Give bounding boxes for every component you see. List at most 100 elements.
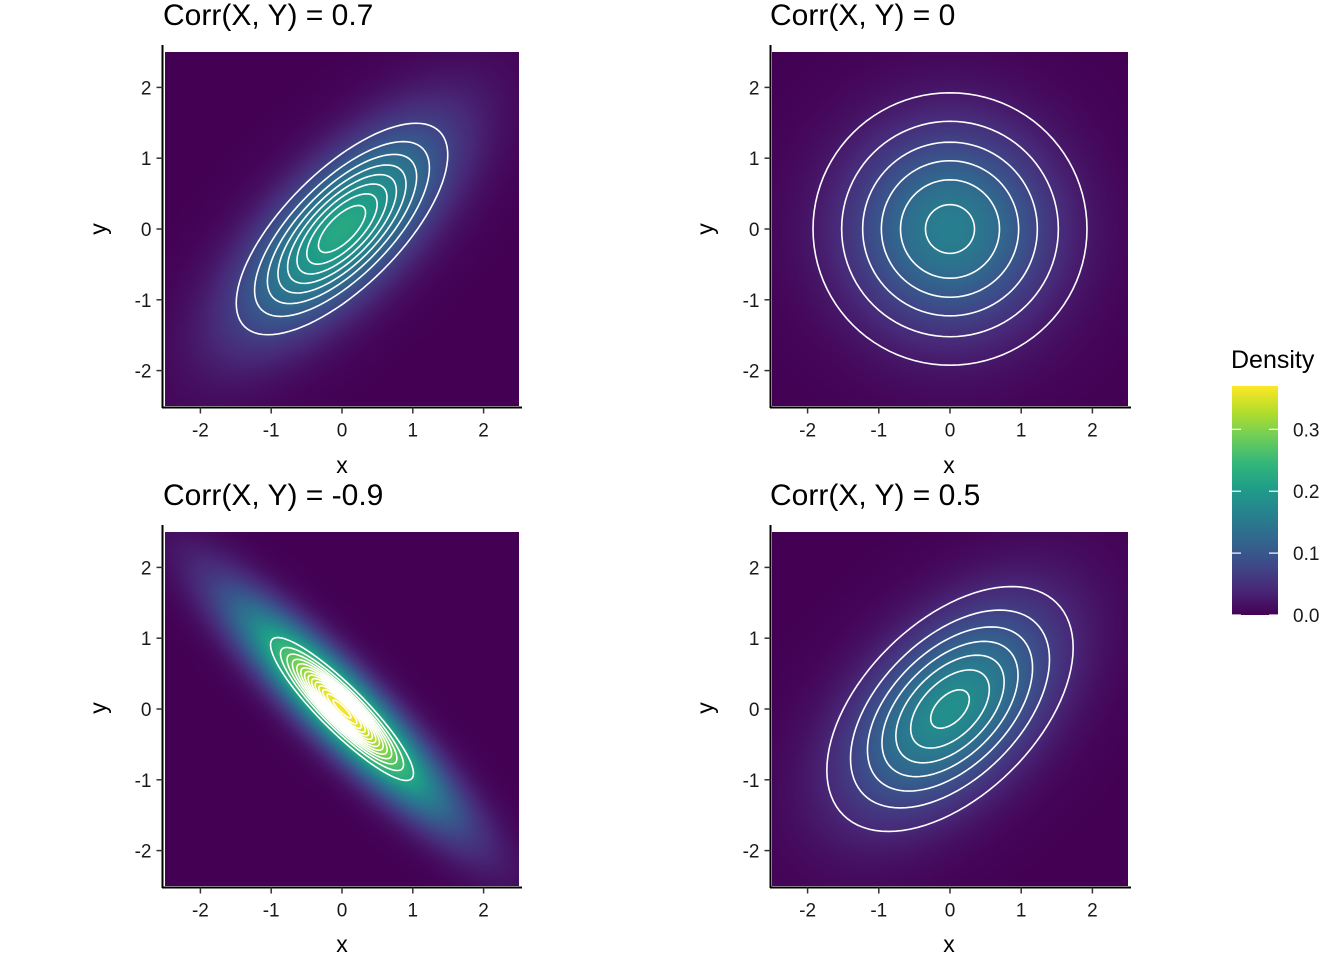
contour-line xyxy=(929,689,971,729)
y-tick-label: -2 xyxy=(743,842,760,863)
contour-line xyxy=(849,609,1051,809)
contour-line xyxy=(866,626,1034,792)
contour-line xyxy=(895,654,1005,764)
contour-line xyxy=(266,153,418,305)
y-tick-label: 2 xyxy=(141,558,152,579)
x-tick-label: 2 xyxy=(478,901,489,922)
contour-line xyxy=(300,667,384,751)
y-tick-label: 1 xyxy=(141,149,152,170)
contour-line xyxy=(303,670,381,748)
y-axis-ticks: -2 -1 0 1 2 xyxy=(135,78,163,383)
x-tick-label: -2 xyxy=(799,421,816,442)
y-axis-ticks: -2 -1 0 1 2 xyxy=(135,558,163,863)
legend-title: Density xyxy=(1231,346,1315,374)
x-tick-label: 0 xyxy=(945,901,956,922)
colorbar xyxy=(1232,386,1278,615)
contour-line xyxy=(840,120,1060,338)
y-tick-label: 0 xyxy=(141,220,152,241)
panel-top-right: Corr(X, Y) = 0 -2 -1 0 1 2 -2 -1 0 1 2 x y xyxy=(692,0,1131,478)
y-tick-label: 1 xyxy=(749,629,760,650)
panel-bottom-right: Corr(X, Y) = 0.5 -2 -1 0 1 2 -2 -1 0 1 2 x y xyxy=(692,479,1131,957)
panel-top-left: Corr(X, Y) = 0.7 -2 -1 0 1 2 -2 -1 0 1 2 x y xyxy=(85,0,522,478)
y-axis-label: y xyxy=(692,223,718,235)
density-contours xyxy=(826,585,1074,833)
panel-title: Corr(X, Y) = 0.5 xyxy=(770,479,980,512)
y-axis-label: y xyxy=(85,223,111,235)
contour-line xyxy=(861,141,1039,317)
x-tick-label: -1 xyxy=(263,901,280,922)
y-tick-label: 2 xyxy=(749,78,760,99)
y-tick-label: 0 xyxy=(141,700,152,721)
legend-tick-label: 0.1 xyxy=(1293,544,1319,565)
contour-line xyxy=(269,636,415,782)
y-tick-label: -1 xyxy=(743,771,760,792)
contour-line xyxy=(286,173,398,285)
y-tick-label: 1 xyxy=(141,629,152,650)
contour-line xyxy=(317,204,367,254)
contour-line xyxy=(812,91,1088,367)
density-heatmap xyxy=(165,532,519,886)
x-axis-ticks: -2 -1 0 1 2 xyxy=(799,887,1098,922)
y-axis-ticks: -2 -1 0 1 2 xyxy=(743,558,771,863)
x-tick-label: -1 xyxy=(263,421,280,442)
contour-line xyxy=(286,653,398,765)
x-tick-label: 0 xyxy=(337,421,348,442)
x-tick-label: 1 xyxy=(408,901,419,922)
y-tick-label: 2 xyxy=(141,78,152,99)
panel-title: Corr(X, Y) = 0 xyxy=(770,0,955,32)
legend-tick-label: 0.0 xyxy=(1293,606,1319,627)
density-contours xyxy=(812,91,1088,367)
y-tick-label: -1 xyxy=(135,291,152,312)
y-tick-label: 0 xyxy=(749,220,760,241)
panel-bottom-left: Corr(X, Y) = -0.9 -2 -1 0 1 2 -2 -1 0 1 2 x y xyxy=(85,479,522,957)
x-tick-label: 1 xyxy=(1016,901,1027,922)
contour-line xyxy=(277,164,407,294)
x-axis-label: x xyxy=(336,452,348,478)
legend-ticks: 0.0 0.1 0.2 0.3 xyxy=(1232,420,1319,627)
x-tick-label: -1 xyxy=(870,421,887,442)
y-tick-label: -1 xyxy=(135,771,152,792)
color-legend: Density 0.0 0.1 0.2 0.3 xyxy=(1231,346,1319,627)
contour-line xyxy=(924,203,976,255)
x-tick-label: 1 xyxy=(1016,421,1027,442)
y-tick-label: -2 xyxy=(135,842,152,863)
x-tick-label: 0 xyxy=(337,901,348,922)
contour-line xyxy=(317,684,367,734)
density-heatmap xyxy=(772,532,1128,886)
contour-line xyxy=(310,677,374,741)
x-tick-label: -2 xyxy=(799,901,816,922)
y-tick-label: 2 xyxy=(749,558,760,579)
panel-title: Corr(X, Y) = 0.7 xyxy=(163,0,373,32)
panel-title: Corr(X, Y) = -0.9 xyxy=(163,479,383,512)
x-tick-label: -2 xyxy=(192,421,209,442)
x-tick-label: 2 xyxy=(1087,421,1098,442)
y-tick-label: -2 xyxy=(743,362,760,383)
x-tick-label: 0 xyxy=(945,421,956,442)
x-tick-label: 2 xyxy=(478,421,489,442)
x-axis-ticks: -2 -1 0 1 2 xyxy=(192,407,489,442)
density-heatmap xyxy=(772,52,1128,406)
y-axis-ticks: -2 -1 0 1 2 xyxy=(743,78,771,383)
x-axis-label: x xyxy=(943,452,955,478)
legend-tick-label: 0.2 xyxy=(1293,482,1319,503)
contour-line xyxy=(909,669,991,749)
contour-line xyxy=(826,585,1074,833)
contour-line xyxy=(899,178,1001,280)
contour-line xyxy=(332,699,352,719)
density-contours xyxy=(269,636,415,782)
y-tick-label: -1 xyxy=(743,291,760,312)
contour-line xyxy=(279,646,405,772)
x-tick-label: 1 xyxy=(408,421,419,442)
y-tick-label: -2 xyxy=(135,362,152,383)
y-tick-label: 1 xyxy=(749,149,760,170)
density-contours xyxy=(235,122,449,336)
contour-line xyxy=(291,658,393,760)
x-tick-label: -1 xyxy=(870,901,887,922)
density-heatmap xyxy=(165,52,519,406)
y-axis-label: y xyxy=(85,702,111,714)
contour-line xyxy=(880,159,1020,299)
y-tick-label: 0 xyxy=(749,700,760,721)
contour-line xyxy=(306,193,378,265)
x-axis-label: x xyxy=(336,931,348,957)
